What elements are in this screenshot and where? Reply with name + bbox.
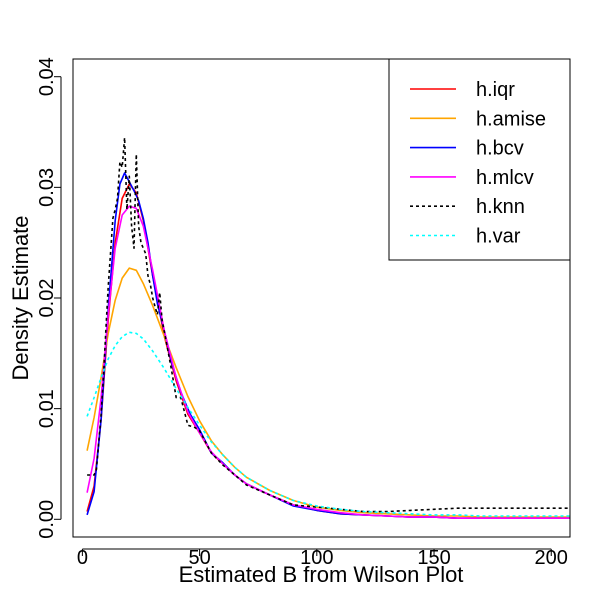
series-line-h-amise — [86, 267, 570, 518]
y-axis: 0.00 0.01 0.02 0.03 0.04 — [36, 57, 62, 539]
x-tick-label: 0 — [77, 547, 88, 569]
legend-label-h-iqr: h.iqr — [476, 79, 515, 101]
legend-label-h-knn: h.knn — [476, 196, 525, 218]
y-tick-label: 0.03 — [36, 168, 58, 207]
legend-label-h-bcv: h.bcv — [476, 138, 524, 160]
y-tick-label: 0.02 — [36, 279, 58, 318]
y-axis-title: Density Estimate — [8, 215, 33, 380]
x-axis: 0 50 100 150 200 — [77, 547, 568, 569]
series-line-h-knn — [87, 136, 570, 513]
series-layer — [86, 136, 570, 519]
legend-label-h-amise: h.amise — [476, 108, 546, 130]
legend-label-h-mlcv: h.mlcv — [476, 167, 534, 189]
x-tick-label: 200 — [535, 547, 568, 569]
legend-box — [388, 58, 571, 261]
x-tick-label: 150 — [417, 547, 450, 569]
x-axis-title: Estimated B from Wilson Plot — [179, 562, 464, 587]
legend: h.iqr h.amise h.bcv h.mlcv h.knn h.var — [388, 58, 571, 261]
y-tick-label: 0.04 — [36, 57, 58, 96]
x-tick-label: 100 — [300, 547, 333, 569]
legend-label-h-var: h.var — [476, 226, 521, 248]
x-tick-label: 50 — [188, 547, 210, 569]
y-tick-label: 0.01 — [36, 389, 58, 428]
y-tick-label: 0.00 — [36, 500, 58, 539]
plot-frame — [72, 58, 571, 538]
series-line-h-var — [86, 331, 570, 517]
